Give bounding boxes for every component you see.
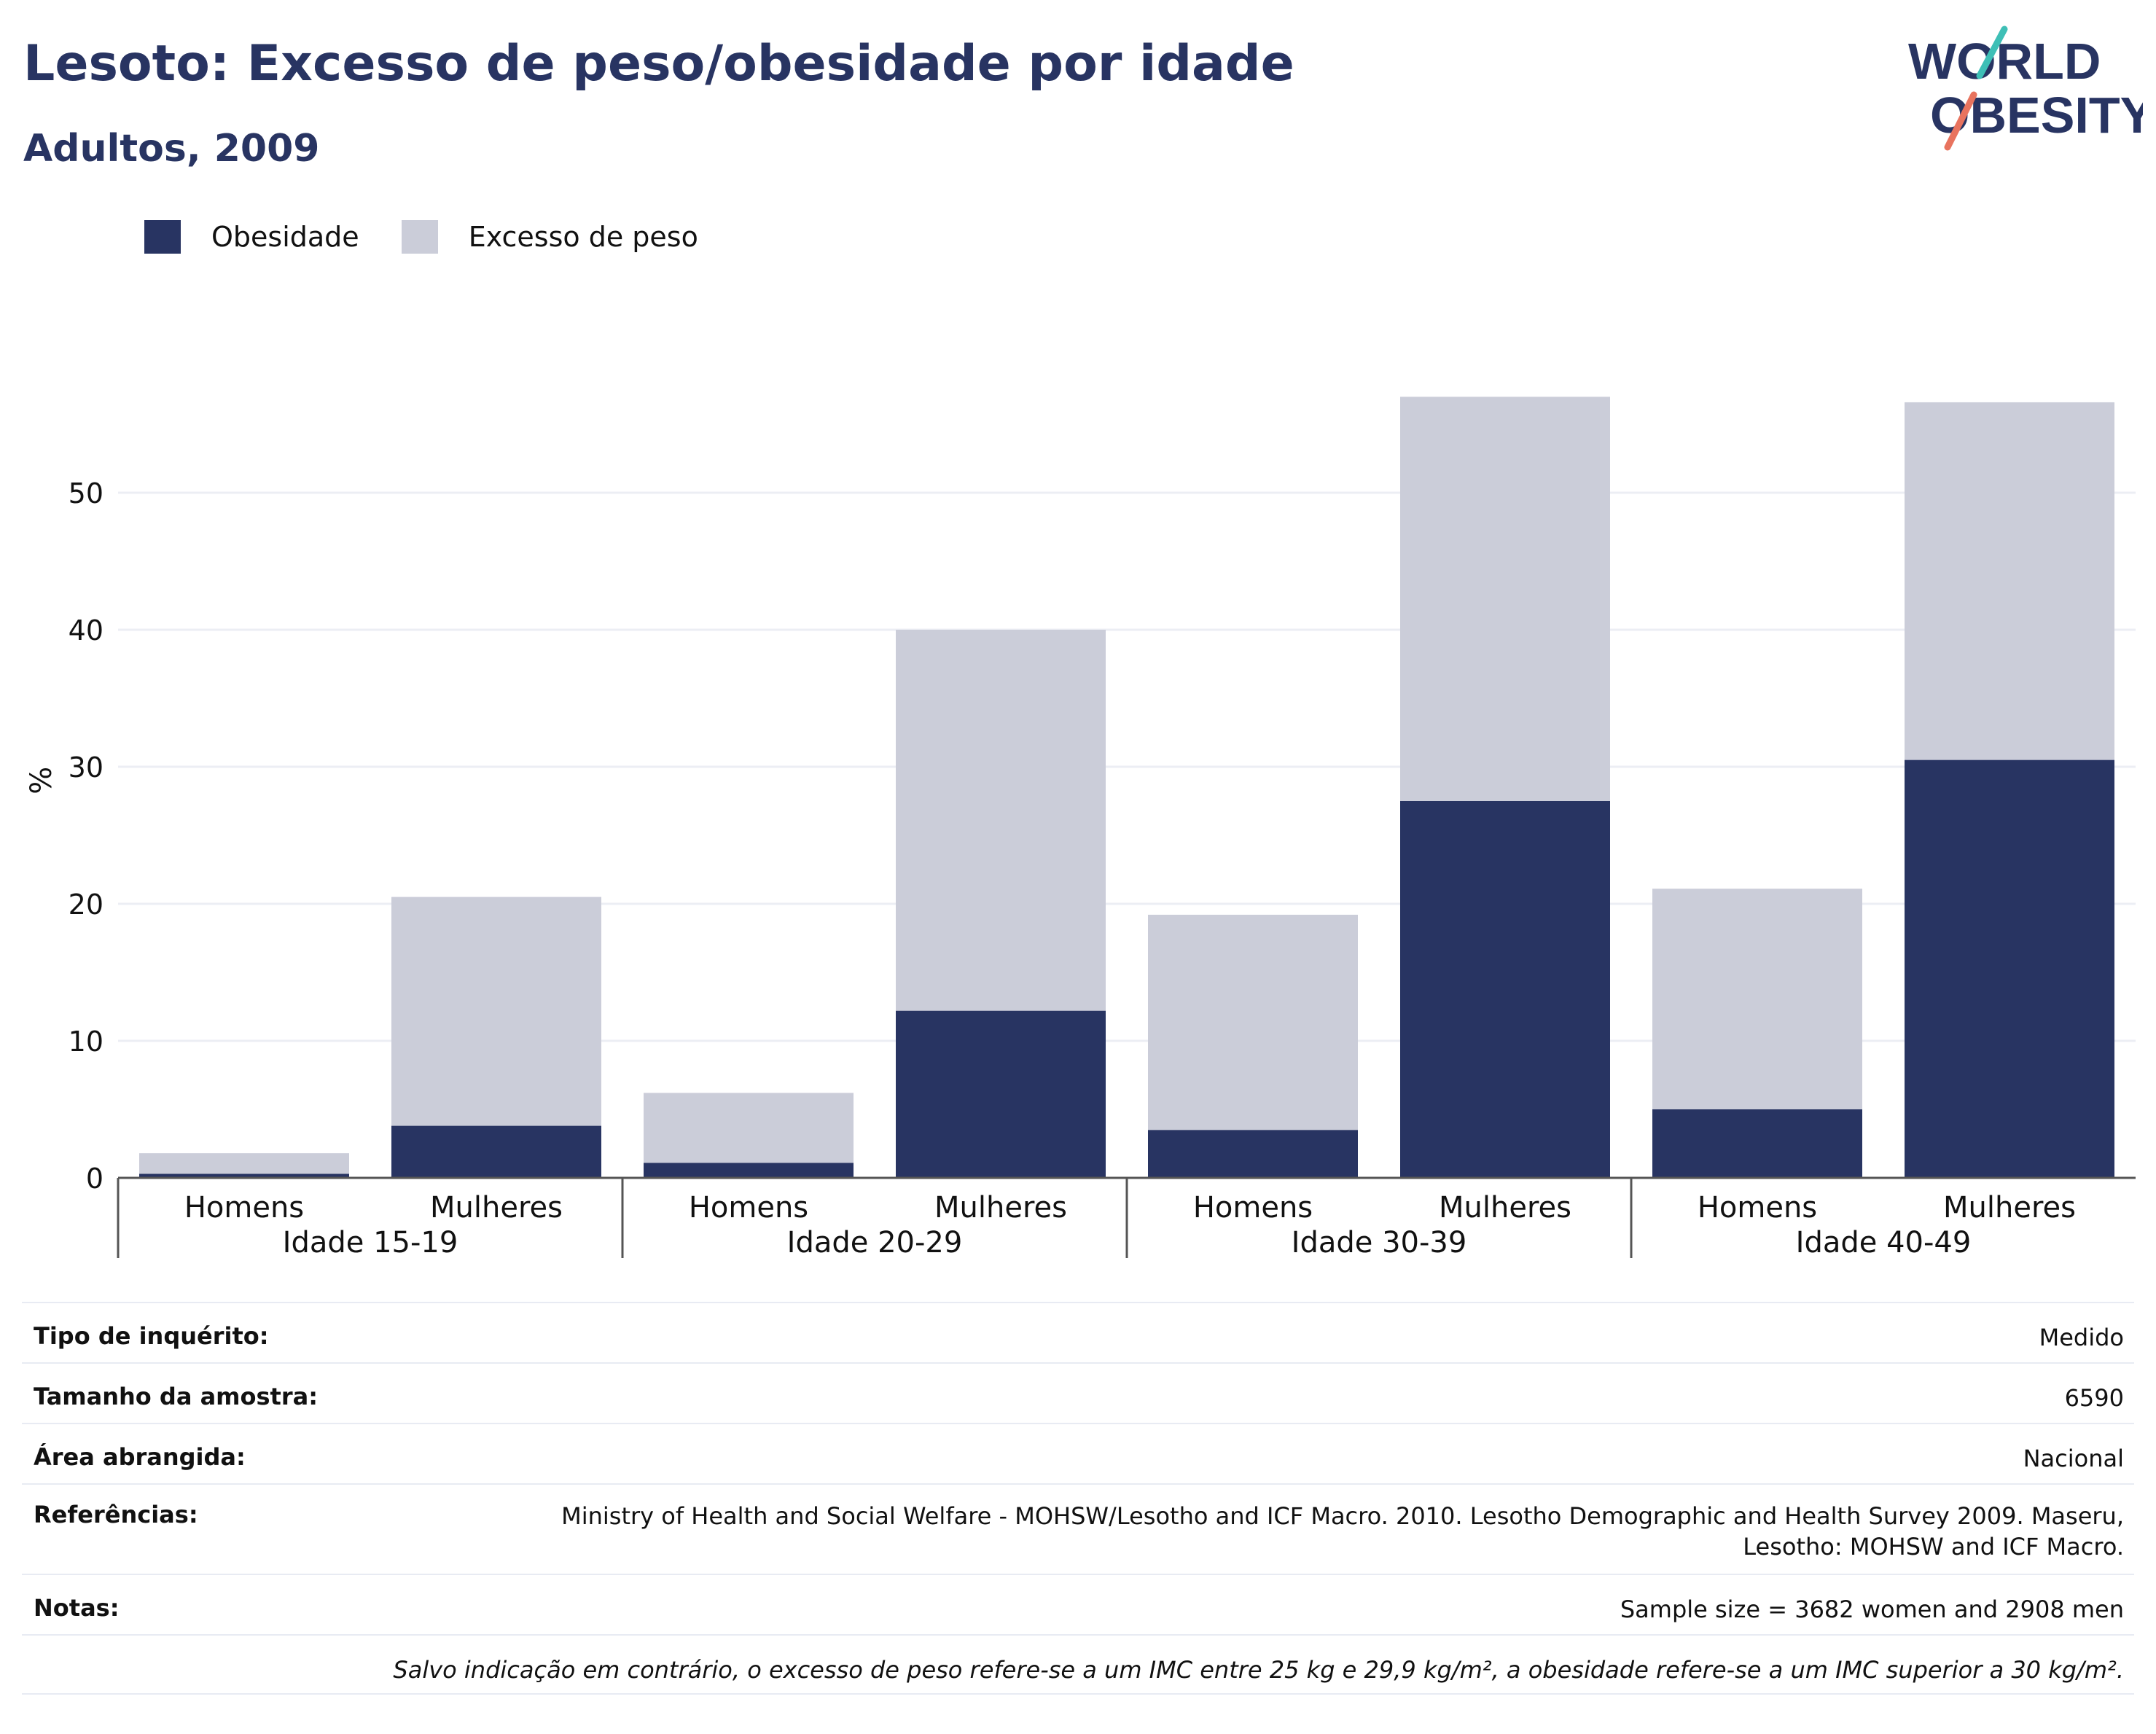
notes-label: Notas: [34,1594,120,1622]
bar-obesidade-2 [391,1125,601,1178]
group-label-3: Idade 30-39 [1292,1226,1467,1260]
area-label: Área abrangida: [34,1443,246,1471]
y-tick-label-50: 50 [69,477,103,509]
logo-slash-coral [1944,91,1977,151]
x-tick-label-1: Homens [184,1191,304,1225]
bar-obesidade-5 [1148,1130,1358,1178]
legend-item-obesidade[interactable]: Obesidade [144,220,359,254]
group-label-4: Idade 40-49 [1796,1226,1972,1260]
bar-excesso-de-peso-7 [1652,889,1862,1109]
group-label-2: Idade 20-29 [787,1226,963,1260]
survey-type-value: Medido [2039,1324,2124,1351]
bar-chart: 0 10 20 30 40 50% Homens Mulheres Homens Mulheres… [25,397,2136,1260]
bar-obesidade-6 [1400,801,1610,1178]
legend-label-excesso-de-peso: Excesso de peso [468,221,698,253]
bar-obesidade-1 [139,1173,349,1178]
footnote: Salvo indicação em contrário, o excesso … [393,1656,2124,1684]
y-tick-label-40: 40 [69,614,103,647]
page-title: Lesoto: Excesso de peso/obesidade por id… [23,35,1294,93]
bar-excesso-de-peso-1 [139,1153,349,1174]
info-row-references: Referências: Ministry of Health and Soci… [22,1483,2134,1574]
page-subtitle: Adultos, 2009 [23,127,320,171]
bar-excesso-de-peso-2 [391,897,601,1126]
y-tick-label-30: 30 [69,751,103,784]
x-tick-label-4: Mulheres [934,1191,1067,1225]
survey-type-label: Tipo de inquérito: [34,1322,269,1350]
survey-info-table: Tipo de inquérito: Medido Tamanho da amo… [22,1302,2134,1695]
logo-line1: WORLD [1908,33,2101,90]
bar-obesidade-7 [1652,1109,1862,1178]
bar-obesidade-8 [1905,759,2114,1178]
bar-obesidade-3 [644,1163,854,1178]
legend-label-obesidade: Obesidade [211,221,359,253]
bar-excesso-de-peso-6 [1400,397,1610,801]
x-tick-label-8: Mulheres [1943,1191,2076,1225]
area-value: Nacional [2023,1445,2124,1472]
x-tick-label-3: Homens [689,1191,808,1225]
bar-excesso-de-peso-4 [896,630,1106,1011]
y-tick-label-10: 10 [69,1026,103,1058]
y-axis-label: % [25,767,58,794]
x-tick-label-6: Mulheres [1439,1191,1571,1225]
info-row-sample-size: Tamanho da amostra: 6590 [22,1362,2134,1423]
group-label-1: Idade 15-19 [283,1226,458,1260]
bar-obesidade-4 [896,1010,1106,1178]
y-tick-label-20: 20 [69,889,103,921]
sample-size-value: 6590 [2064,1384,2124,1412]
info-row-notes: Notas: Sample size = 3682 women and 2908… [22,1574,2134,1634]
bar-excesso-de-peso-5 [1148,915,1358,1130]
references-line-2: Lesotho: MOHSW and ICF Macro. [1743,1533,2124,1561]
x-tick-label-5: Homens [1193,1191,1313,1225]
references-value: Ministry of Health and Social Welfare - … [561,1501,2124,1562]
y-tick-label-0: 0 [86,1163,103,1195]
sample-size-label: Tamanho da amostra: [34,1383,318,1410]
info-row-survey-type: Tipo de inquérito: Medido [22,1302,2134,1362]
references-label: Referências: [34,1501,198,1528]
references-line-1: Ministry of Health and Social Welfare - … [561,1502,2124,1530]
legend-item-excesso-de-peso[interactable]: Excesso de peso [401,220,698,254]
world-obesity-logo: WORLD OBESITY [1908,26,2143,151]
legend-swatch-excesso-de-peso [401,220,438,254]
x-tick-label-2: Mulheres [430,1191,563,1225]
info-row-footnote: Salvo indicação em contrário, o excesso … [22,1634,2134,1695]
x-tick-label-7: Homens [1698,1191,1817,1225]
logo-slash-teal [1976,26,2008,79]
notes-value: Sample size = 3682 women and 2908 men [1620,1596,2124,1623]
bar-excesso-de-peso-8 [1905,402,2114,760]
legend-swatch-obesidade [144,220,181,254]
legend: Obesidade Excesso de peso [144,219,741,255]
info-row-area: Área abrangida: Nacional [22,1423,2134,1483]
bar-excesso-de-peso-3 [644,1093,854,1163]
